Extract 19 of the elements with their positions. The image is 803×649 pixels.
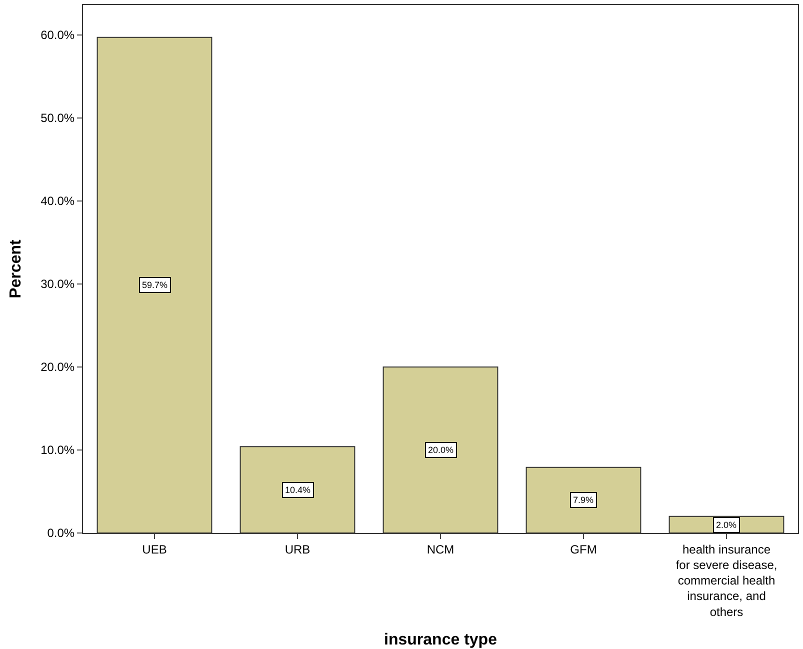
data-label: 2.0% [716,520,737,530]
y-tick-label: 30.0% [40,277,75,292]
x-tick-label: URB [284,542,310,556]
y-tick-label: 60.0% [40,28,75,42]
data-label: 20.0% [428,445,454,455]
y-tick-label: 50.0% [40,111,75,126]
data-label: 10.4% [285,485,311,495]
y-axis-title: Percent [7,238,24,298]
x-axis-title: insurance type [384,632,498,648]
x-tick-label: GFM [570,542,597,556]
y-tick-label: 40.0% [40,194,75,208]
x-tick-label: NCM [426,542,454,556]
x-tick-label: UEB [142,542,167,556]
data-label: 7.9% [573,495,594,505]
y-tick-label: 0.0% [47,526,75,540]
x-tick-label: health insurance for severe disease, commercial health insurance, and others [676,542,778,619]
y-tick-label: 10.0% [40,443,75,458]
data-label: 59.7% [142,280,168,290]
y-tick-label: 20.0% [40,360,75,374]
